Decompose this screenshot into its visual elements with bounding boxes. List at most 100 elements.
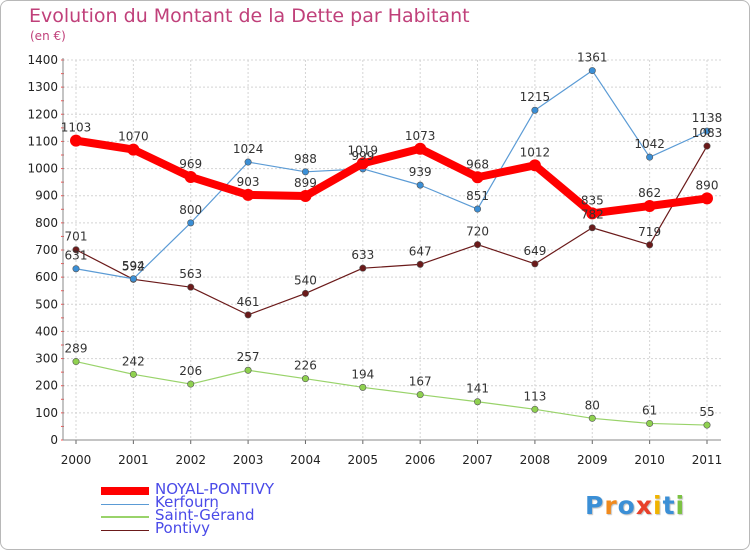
data-label: 649 <box>523 244 546 258</box>
data-point <box>643 200 656 213</box>
series-line-3 <box>75 145 708 316</box>
data-label: 257 <box>237 350 260 364</box>
data-label: 1012 <box>520 145 551 159</box>
data-point <box>359 264 367 272</box>
data-point <box>531 260 539 268</box>
data-point <box>129 275 137 283</box>
x-tick-label: 2010 <box>634 453 665 467</box>
series-line-0 <box>75 136 708 218</box>
legend-label: Pontivy <box>155 519 210 537</box>
x-tick-label: 2004 <box>290 453 321 467</box>
y-tick-label: 1400 <box>27 53 58 67</box>
data-point <box>414 142 427 155</box>
x-tick-label: 2008 <box>520 453 551 467</box>
data-label: 194 <box>351 367 374 381</box>
data-label: 242 <box>122 354 145 368</box>
legend-label: Saint-Gérand <box>155 506 255 524</box>
data-label: 1042 <box>634 137 665 151</box>
data-label: 1138 <box>692 111 723 125</box>
y-tick-label: 400 <box>35 324 58 338</box>
data-point <box>416 181 424 189</box>
y-tick-label: 1300 <box>27 80 58 94</box>
data-point <box>588 414 596 422</box>
data-point <box>416 260 424 268</box>
data-point <box>703 127 711 135</box>
data-label: 999 <box>351 149 374 163</box>
data-label: 1215 <box>520 90 551 104</box>
data-label: 701 <box>65 230 88 244</box>
data-point <box>528 159 541 172</box>
data-point <box>301 375 309 383</box>
data-label: 647 <box>409 244 432 258</box>
data-label: 226 <box>294 359 317 373</box>
data-label: 782 <box>581 208 604 222</box>
data-label: 1070 <box>118 130 149 144</box>
data-point <box>184 170 197 183</box>
y-tick-label: 600 <box>35 270 58 284</box>
data-label: 80 <box>585 398 600 412</box>
data-label: 461 <box>237 295 260 309</box>
x-tick-label: 2003 <box>233 453 264 467</box>
x-tick-label: 2000 <box>61 453 92 467</box>
data-point <box>531 405 539 413</box>
data-label: 720 <box>466 225 489 239</box>
data-point <box>72 358 80 366</box>
data-point <box>301 168 309 176</box>
chart-title: Evolution du Montant de la Dette par Hab… <box>29 5 470 27</box>
data-label: 862 <box>638 186 661 200</box>
y-tick-label: 1000 <box>27 162 58 176</box>
data-point <box>356 157 369 170</box>
data-label: 1019 <box>348 143 379 157</box>
data-point <box>299 189 312 202</box>
data-label: 55 <box>699 405 714 419</box>
data-label: 594 <box>122 259 145 273</box>
data-label: 592 <box>122 259 145 273</box>
x-tick-label: 2001 <box>118 453 149 467</box>
data-label: 631 <box>65 249 88 263</box>
data-point <box>187 283 195 291</box>
y-tick-label: 500 <box>35 297 58 311</box>
data-label: 113 <box>523 389 546 403</box>
y-tick-label: 800 <box>35 216 58 230</box>
data-label: 206 <box>179 364 202 378</box>
data-point <box>646 419 654 427</box>
data-point <box>474 241 482 249</box>
chart-subtitle: (en €) <box>30 29 66 43</box>
data-point <box>129 370 137 378</box>
y-tick-label: 1200 <box>27 107 58 121</box>
data-label: 939 <box>409 165 432 179</box>
data-label: 719 <box>638 225 661 239</box>
data-label: 540 <box>294 273 317 287</box>
legend-swatch <box>101 503 149 505</box>
data-label: 890 <box>696 178 719 192</box>
data-label: 141 <box>466 382 489 396</box>
data-point <box>701 192 713 205</box>
data-label: 61 <box>642 403 657 417</box>
data-label: 1103 <box>61 121 92 135</box>
x-tick-label: 2009 <box>577 453 608 467</box>
data-point <box>72 246 80 254</box>
x-tick-label: 2005 <box>348 453 379 467</box>
data-point <box>588 67 596 75</box>
series-line-2 <box>75 360 708 426</box>
data-label: 1361 <box>577 51 608 65</box>
data-label: 1083 <box>692 126 723 140</box>
legend-swatch <box>101 487 149 495</box>
data-point <box>646 241 654 249</box>
data-label: 903 <box>237 175 260 189</box>
legend-label: Kerfourn <box>155 493 219 511</box>
data-point <box>588 224 596 232</box>
data-point <box>646 153 654 161</box>
data-point <box>471 171 484 184</box>
data-label: 800 <box>179 203 202 217</box>
data-point <box>359 383 367 391</box>
data-point <box>244 311 252 319</box>
series-line-1 <box>75 69 708 280</box>
x-tick-label: 2011 <box>692 453 723 467</box>
legend-swatch <box>101 529 149 531</box>
data-label: 289 <box>65 342 88 356</box>
data-point <box>416 391 424 399</box>
data-label: 1073 <box>405 129 436 143</box>
